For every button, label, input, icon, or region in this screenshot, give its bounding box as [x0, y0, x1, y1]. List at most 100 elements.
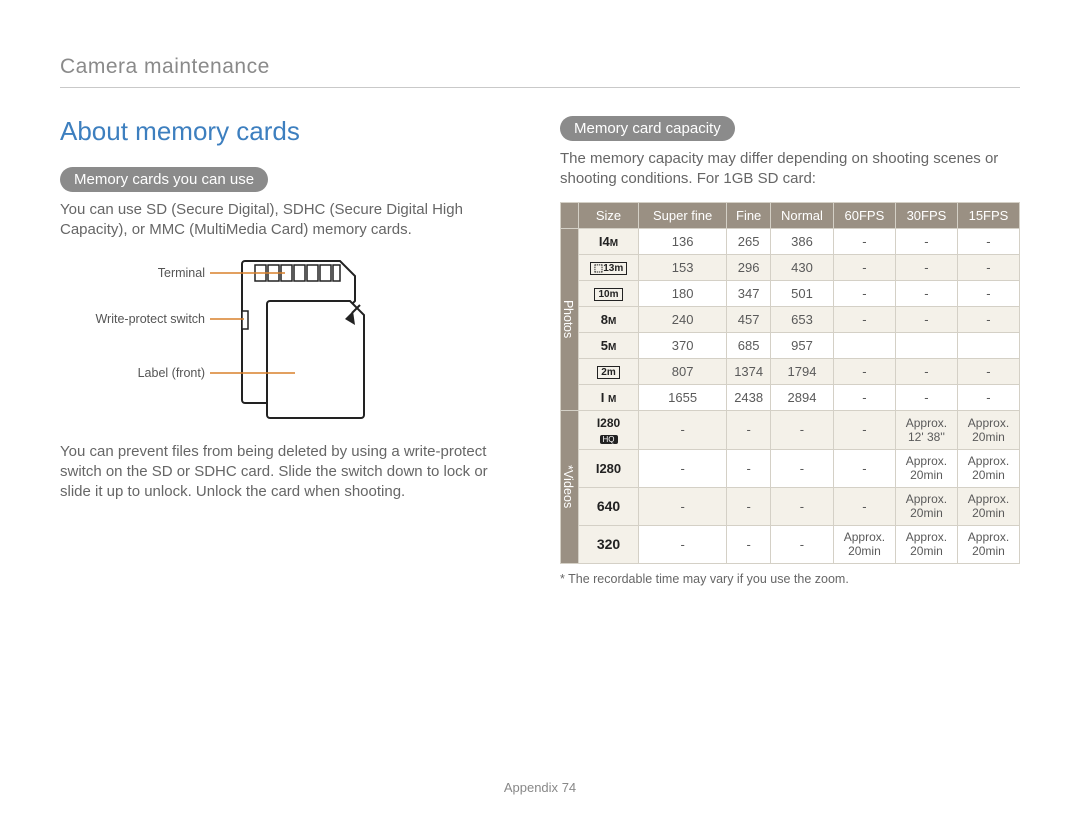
table-cell: -: [957, 384, 1019, 410]
table-cell: Approx.20min: [957, 410, 1019, 449]
table-header: Fine: [727, 202, 771, 228]
size-cell: 640: [579, 487, 639, 525]
capacity-table: SizeSuper fineFineNormal60FPS30FPS15FPS …: [560, 202, 1020, 564]
table-cell: Approx.20min: [895, 525, 957, 563]
size-cell: 8M: [579, 306, 639, 332]
table-cell: Approx.20min: [895, 449, 957, 487]
table-cell: -: [833, 280, 895, 306]
body-text-usable: You can use SD (Secure Digital), SDHC (S…: [60, 200, 520, 241]
table-cell: Approx.20min: [957, 449, 1019, 487]
table-cell: Approx.12' 38'': [895, 410, 957, 449]
table-cell: -: [771, 410, 834, 449]
footer: Appendix 74: [0, 780, 1080, 795]
table-cell: 153: [639, 254, 727, 280]
table-cell: -: [833, 384, 895, 410]
table-cell: 136: [639, 228, 727, 254]
table-cell: Approx.20min: [833, 525, 895, 563]
size-cell: I280: [579, 449, 639, 487]
footer-appendix: Appendix: [504, 780, 558, 795]
table-cell: 807: [639, 358, 727, 384]
table-cell: 296: [727, 254, 771, 280]
row-group-videos: * Videos: [561, 410, 579, 563]
table-header: 60FPS: [833, 202, 895, 228]
table-footnote: * The recordable time may vary if you us…: [560, 572, 1020, 586]
table-cell: 2894: [771, 384, 834, 410]
table-cell: -: [639, 487, 727, 525]
table-cell: 265: [727, 228, 771, 254]
size-cell: ⬚13m: [579, 254, 639, 280]
table-cell: -: [639, 449, 727, 487]
table-cell: Approx.20min: [957, 487, 1019, 525]
table-cell: 1655: [639, 384, 727, 410]
table-cell: 347: [727, 280, 771, 306]
table-cell: -: [833, 358, 895, 384]
size-cell: 2m: [579, 358, 639, 384]
body-text-capacity: The memory capacity may differ depending…: [560, 149, 1020, 190]
label-terminal: Terminal: [158, 266, 205, 280]
table-cell: 430: [771, 254, 834, 280]
table-cell: 1794: [771, 358, 834, 384]
table-cell: [895, 332, 957, 358]
table-cell: -: [639, 525, 727, 563]
table-cell: 386: [771, 228, 834, 254]
size-cell: I M: [579, 384, 639, 410]
size-cell: 10m: [579, 280, 639, 306]
table-cell: 457: [727, 306, 771, 332]
table-cell: -: [895, 254, 957, 280]
size-cell: I280HQ: [579, 410, 639, 449]
sd-card-diagram: Terminal Write-protect switch Label (fro…: [60, 253, 520, 428]
table-cell: -: [895, 358, 957, 384]
section-header: Camera maintenance: [60, 55, 1020, 79]
page-title: About memory cards: [60, 116, 520, 147]
table-cell: -: [727, 410, 771, 449]
table-cell: -: [727, 525, 771, 563]
table-cell: -: [771, 487, 834, 525]
table-cell: 957: [771, 332, 834, 358]
table-cell: -: [895, 384, 957, 410]
table-cell: -: [957, 358, 1019, 384]
table-cell: -: [957, 306, 1019, 332]
table-cell: Approx.20min: [957, 525, 1019, 563]
table-cell: 180: [639, 280, 727, 306]
row-group-photos: Photos: [561, 228, 579, 410]
size-cell: 5M: [579, 332, 639, 358]
table-cell: 685: [727, 332, 771, 358]
table-cell: [833, 332, 895, 358]
table-header: Super fine: [639, 202, 727, 228]
left-column: About memory cards Memory cards you can …: [60, 116, 520, 586]
table-header: Normal: [771, 202, 834, 228]
table-cell: 240: [639, 306, 727, 332]
size-cell: 320: [579, 525, 639, 563]
two-column-layout: About memory cards Memory cards you can …: [60, 116, 1020, 586]
table-cell: -: [895, 306, 957, 332]
label-front: Label (front): [138, 366, 205, 380]
table-cell: -: [833, 306, 895, 332]
label-switch: Write-protect switch: [95, 312, 205, 326]
table-header: 30FPS: [895, 202, 957, 228]
table-header: 15FPS: [957, 202, 1019, 228]
table-cell: -: [957, 254, 1019, 280]
subheading-pill-capacity: Memory card capacity: [560, 116, 735, 141]
table-cell: 1374: [727, 358, 771, 384]
table-cell: -: [771, 449, 834, 487]
right-column: Memory card capacity The memory capacity…: [560, 116, 1020, 586]
table-cell: 2438: [727, 384, 771, 410]
table-cell: 653: [771, 306, 834, 332]
table-cell: -: [639, 410, 727, 449]
table-cell: 501: [771, 280, 834, 306]
body-text-protect: You can prevent files from being deleted…: [60, 442, 520, 503]
table-cell: -: [957, 228, 1019, 254]
table-cell: -: [833, 410, 895, 449]
table-cell: [957, 332, 1019, 358]
table-cell: 370: [639, 332, 727, 358]
size-cell: I4M: [579, 228, 639, 254]
table-cell: Approx.20min: [895, 487, 957, 525]
table-cell: -: [895, 228, 957, 254]
table-cell: -: [895, 280, 957, 306]
table-cell: -: [833, 487, 895, 525]
subheading-pill-usable: Memory cards you can use: [60, 167, 268, 192]
table-cell: -: [957, 280, 1019, 306]
table-cell: -: [833, 254, 895, 280]
table-cell: -: [833, 228, 895, 254]
table-cell: -: [833, 449, 895, 487]
